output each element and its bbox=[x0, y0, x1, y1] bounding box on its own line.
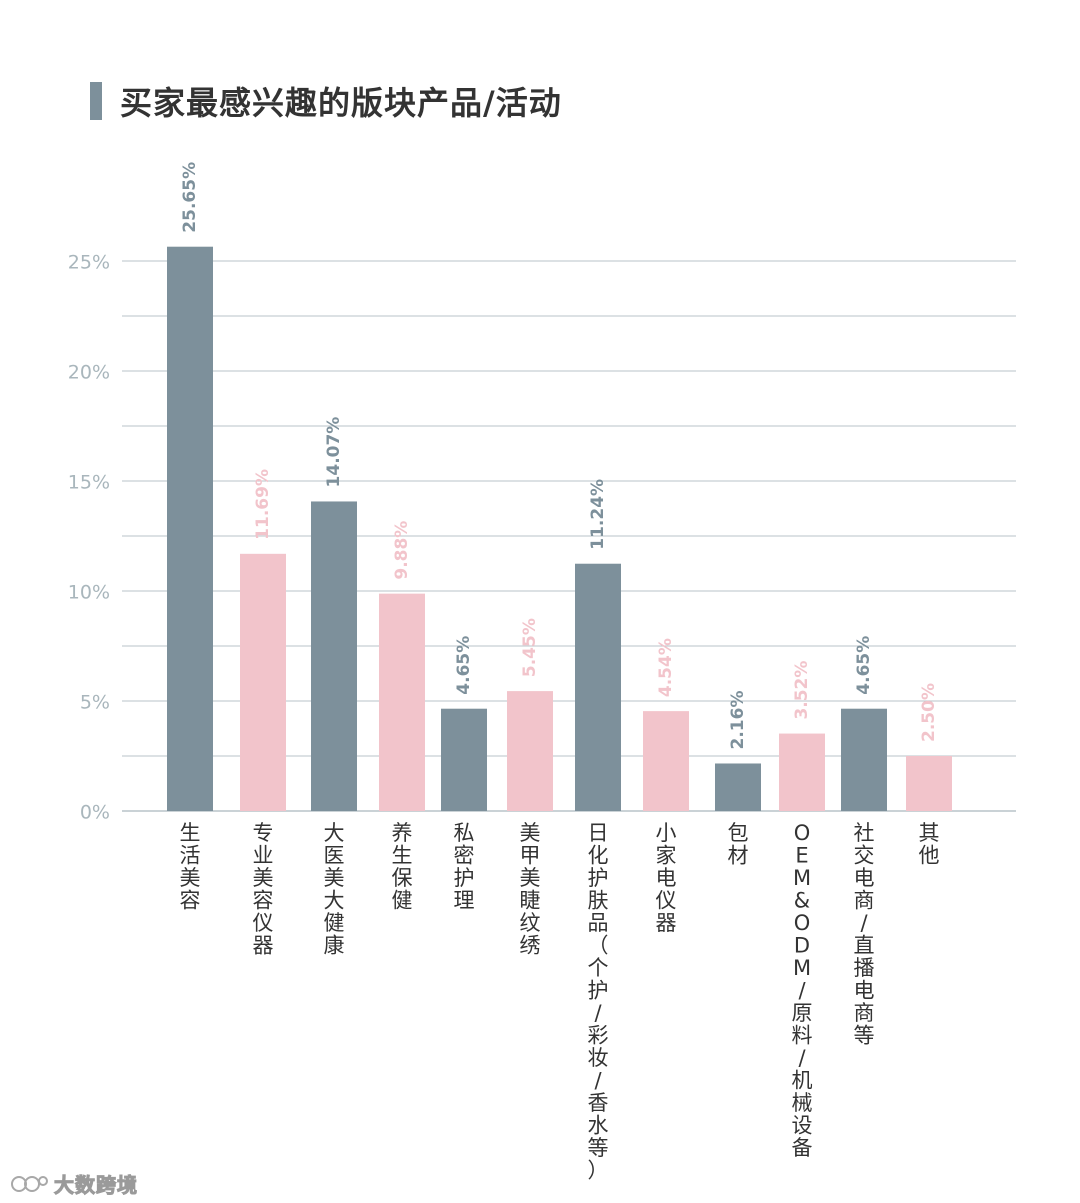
y-tick-label: 5% bbox=[80, 692, 110, 714]
title-accent-bar bbox=[90, 82, 102, 120]
bar bbox=[311, 501, 357, 811]
watermark: 大数跨境 bbox=[10, 1168, 138, 1198]
bar bbox=[441, 708, 487, 811]
bar bbox=[841, 708, 887, 811]
bar bbox=[575, 563, 621, 811]
data-label: 2.16% bbox=[728, 690, 748, 749]
x-tick-label: 社交电商/直播电商等 bbox=[854, 821, 875, 1048]
watermark-text: 大数跨境 bbox=[54, 1172, 138, 1197]
bar bbox=[240, 553, 286, 811]
chart-title: 买家最感兴趣的版块产品/活动 bbox=[120, 84, 562, 122]
y-tick-label: 0% bbox=[80, 802, 110, 824]
y-tick-label: 10% bbox=[68, 582, 110, 604]
data-label: 4.65% bbox=[454, 636, 474, 695]
data-label: 4.65% bbox=[854, 636, 874, 695]
y-tick-label: 20% bbox=[68, 362, 110, 384]
data-label: 2.50% bbox=[919, 683, 939, 742]
x-tick-label: 日化护肤品（个护/彩妆/香水等） bbox=[588, 821, 609, 1183]
x-tick-label: 生活美容 bbox=[180, 821, 201, 913]
data-label: 11.69% bbox=[253, 469, 273, 540]
bar bbox=[715, 763, 761, 811]
bar bbox=[507, 691, 553, 811]
x-tick-label: 大医美大健康 bbox=[324, 821, 345, 958]
bar bbox=[167, 246, 213, 811]
y-tick-label: 15% bbox=[68, 472, 110, 494]
x-tick-label: 其他 bbox=[919, 821, 940, 868]
data-label: 3.52% bbox=[792, 661, 812, 720]
x-tick-label: 小家电仪器 bbox=[656, 821, 677, 935]
logo-icon bbox=[11, 1176, 48, 1192]
x-tick-label: 养生保健 bbox=[392, 821, 413, 913]
x-tick-label: 美甲美睫纹绣 bbox=[520, 821, 541, 958]
bar bbox=[779, 733, 825, 811]
data-label: 5.45% bbox=[520, 618, 540, 677]
bar bbox=[906, 756, 952, 811]
data-label: 11.24% bbox=[588, 479, 608, 550]
bar bbox=[379, 593, 425, 811]
x-tick-label: 专业美容仪器 bbox=[253, 821, 274, 958]
data-label: 4.54% bbox=[656, 638, 676, 697]
y-tick-label: 25% bbox=[68, 252, 110, 274]
data-label: 25.65% bbox=[180, 162, 200, 233]
bar bbox=[643, 711, 689, 811]
x-tick-label: O E M & O D M/原料/机械设备 bbox=[792, 821, 813, 1160]
data-label: 14.07% bbox=[324, 417, 344, 488]
x-tick-label: 包材 bbox=[728, 821, 749, 868]
data-label: 9.88% bbox=[392, 521, 412, 580]
x-tick-label: 私密护理 bbox=[454, 821, 475, 913]
